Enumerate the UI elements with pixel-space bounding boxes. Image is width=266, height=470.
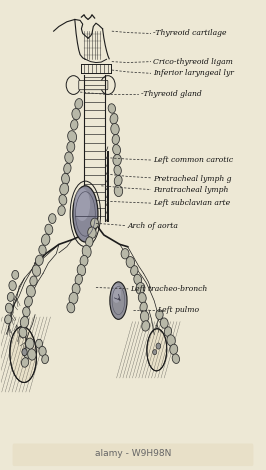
- Ellipse shape: [136, 282, 145, 294]
- Ellipse shape: [49, 214, 56, 224]
- Text: Left pulmo: Left pulmo: [157, 306, 199, 314]
- Ellipse shape: [68, 131, 77, 142]
- Ellipse shape: [114, 165, 121, 175]
- Ellipse shape: [164, 327, 172, 336]
- Ellipse shape: [35, 255, 43, 266]
- Ellipse shape: [88, 227, 96, 238]
- Ellipse shape: [113, 144, 120, 155]
- Text: -Thyreoid gland: -Thyreoid gland: [141, 90, 202, 98]
- Ellipse shape: [134, 274, 142, 285]
- Ellipse shape: [111, 124, 119, 135]
- Ellipse shape: [72, 109, 80, 120]
- Ellipse shape: [121, 249, 129, 259]
- Ellipse shape: [42, 355, 49, 364]
- Ellipse shape: [23, 307, 30, 317]
- Ellipse shape: [142, 321, 150, 331]
- Ellipse shape: [65, 152, 73, 164]
- Ellipse shape: [113, 154, 121, 165]
- Ellipse shape: [32, 265, 41, 276]
- Text: Left common carotic: Left common carotic: [153, 156, 233, 164]
- Ellipse shape: [9, 281, 16, 290]
- Ellipse shape: [110, 114, 118, 124]
- Ellipse shape: [167, 335, 175, 346]
- Text: Paratracheal lymph: Paratracheal lymph: [153, 187, 228, 195]
- Ellipse shape: [72, 283, 80, 294]
- Ellipse shape: [156, 310, 163, 320]
- Ellipse shape: [58, 206, 65, 216]
- Ellipse shape: [73, 186, 98, 242]
- Ellipse shape: [5, 315, 11, 324]
- Ellipse shape: [74, 188, 90, 221]
- Ellipse shape: [30, 276, 37, 286]
- Ellipse shape: [67, 141, 75, 152]
- Ellipse shape: [110, 282, 127, 319]
- Ellipse shape: [75, 99, 83, 109]
- Ellipse shape: [64, 163, 71, 174]
- Ellipse shape: [91, 218, 99, 228]
- Ellipse shape: [22, 349, 27, 356]
- Ellipse shape: [6, 303, 13, 313]
- FancyBboxPatch shape: [13, 444, 253, 466]
- Ellipse shape: [112, 284, 121, 303]
- Ellipse shape: [69, 292, 78, 304]
- Ellipse shape: [21, 358, 29, 367]
- Ellipse shape: [19, 327, 27, 337]
- Ellipse shape: [140, 311, 149, 322]
- Ellipse shape: [156, 343, 161, 349]
- Ellipse shape: [41, 234, 50, 245]
- Ellipse shape: [67, 302, 75, 313]
- Ellipse shape: [138, 293, 146, 303]
- Ellipse shape: [45, 224, 53, 235]
- Text: alamy - W9H98N: alamy - W9H98N: [95, 448, 171, 458]
- Ellipse shape: [36, 339, 43, 348]
- Ellipse shape: [80, 255, 88, 266]
- Ellipse shape: [60, 183, 69, 195]
- Ellipse shape: [77, 265, 86, 276]
- Text: Pretracheal lymph g: Pretracheal lymph g: [153, 175, 231, 183]
- Ellipse shape: [7, 292, 14, 301]
- Ellipse shape: [153, 350, 157, 355]
- FancyBboxPatch shape: [79, 80, 108, 90]
- Ellipse shape: [66, 76, 81, 94]
- Ellipse shape: [86, 237, 93, 247]
- Ellipse shape: [59, 195, 67, 205]
- Ellipse shape: [26, 338, 34, 349]
- Ellipse shape: [170, 344, 178, 354]
- Ellipse shape: [172, 354, 180, 363]
- Ellipse shape: [147, 329, 167, 371]
- Ellipse shape: [108, 104, 115, 113]
- Ellipse shape: [26, 285, 35, 297]
- Ellipse shape: [70, 120, 78, 130]
- Ellipse shape: [114, 185, 123, 196]
- Ellipse shape: [112, 134, 119, 144]
- Ellipse shape: [39, 245, 46, 255]
- Text: Left subclavian arte: Left subclavian arte: [153, 199, 230, 207]
- Ellipse shape: [20, 316, 29, 328]
- Text: -Thyreoid cartilage: -Thyreoid cartilage: [153, 30, 226, 38]
- Ellipse shape: [28, 349, 36, 360]
- Ellipse shape: [10, 327, 36, 383]
- Text: Arch of aorta: Arch of aorta: [128, 222, 178, 230]
- Ellipse shape: [75, 274, 82, 285]
- Ellipse shape: [114, 175, 122, 186]
- Text: Left tracheo-bronch: Left tracheo-bronch: [130, 285, 207, 293]
- Ellipse shape: [24, 296, 32, 307]
- Text: Inferior laryngeal lyr: Inferior laryngeal lyr: [153, 70, 234, 78]
- Ellipse shape: [82, 245, 91, 258]
- Ellipse shape: [23, 348, 31, 358]
- Ellipse shape: [12, 270, 19, 279]
- Ellipse shape: [39, 346, 46, 356]
- Ellipse shape: [101, 76, 115, 94]
- Ellipse shape: [131, 266, 138, 275]
- Ellipse shape: [140, 302, 147, 312]
- Ellipse shape: [160, 318, 168, 328]
- Ellipse shape: [61, 173, 69, 184]
- Text: Crico-thyreoid ligam: Crico-thyreoid ligam: [153, 58, 233, 66]
- Ellipse shape: [126, 257, 135, 268]
